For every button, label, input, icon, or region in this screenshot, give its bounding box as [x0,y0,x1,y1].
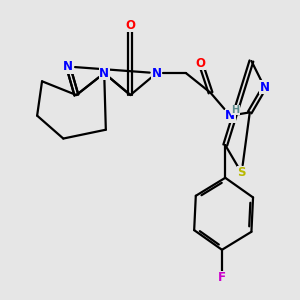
Text: N: N [99,67,109,80]
Text: N: N [225,109,235,122]
Text: O: O [196,57,206,70]
Text: N: N [152,67,161,80]
Text: F: F [218,271,226,284]
Text: N: N [260,81,269,94]
Text: H: H [232,105,240,115]
Text: O: O [125,19,135,32]
Text: N: N [63,60,73,73]
Text: S: S [237,167,246,179]
